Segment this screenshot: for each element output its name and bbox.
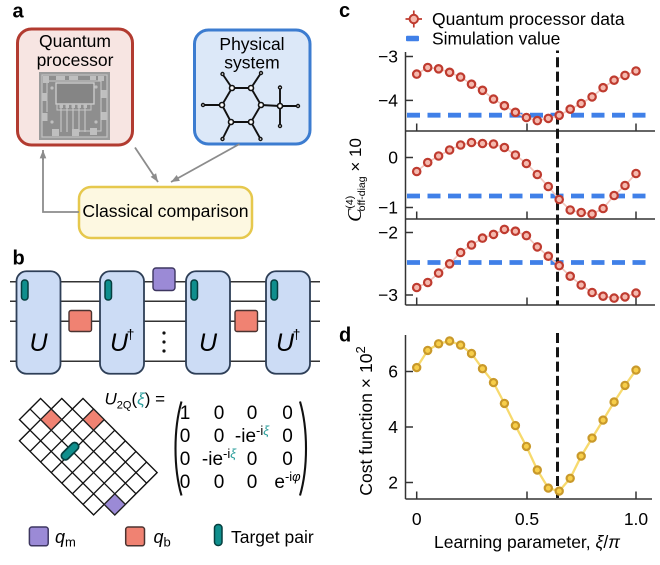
svg-text:0: 0	[282, 426, 293, 447]
svg-text:−1: −1	[378, 198, 398, 218]
svg-text:U: U	[199, 329, 218, 357]
svg-text:Classical comparison: Classical comparison	[82, 201, 248, 221]
svg-text:0: 0	[388, 148, 398, 168]
svg-text:4: 4	[388, 417, 398, 437]
svg-text:processor: processor	[37, 50, 114, 70]
svg-text:1: 1	[180, 403, 191, 424]
svg-text:Quantum: Quantum	[39, 31, 111, 51]
svg-text:Target pair: Target pair	[231, 527, 314, 547]
svg-text:0: 0	[247, 403, 258, 424]
svg-text:−2: −2	[378, 223, 398, 243]
svg-text:0: 0	[412, 509, 422, 529]
svg-text:Simulation value: Simulation value	[432, 29, 560, 49]
svg-text:d: d	[339, 324, 351, 346]
svg-text:0: 0	[214, 403, 225, 424]
svg-text:system: system	[224, 53, 279, 73]
svg-text:0: 0	[282, 449, 293, 470]
svg-text:0: 0	[180, 426, 191, 447]
svg-text:0: 0	[180, 472, 191, 493]
svg-text:U2Q(ξ) =: U2Q(ξ) =	[105, 390, 166, 412]
svg-text:0: 0	[180, 449, 191, 470]
svg-text:Cost function × 102: Cost function × 102	[353, 346, 376, 496]
svg-text:0: 0	[214, 426, 225, 447]
svg-text:−4: −4	[378, 91, 398, 111]
svg-text:6: 6	[388, 362, 398, 382]
svg-text:1.0: 1.0	[624, 509, 649, 529]
svg-text:Physical: Physical	[219, 34, 284, 54]
svg-text:2: 2	[388, 473, 398, 493]
svg-text:0: 0	[282, 403, 293, 424]
svg-text:C(4)off-diag × 10: C(4)off-diag × 10	[344, 138, 368, 222]
svg-text:U: U	[29, 329, 48, 357]
svg-text:−3: −3	[378, 47, 398, 67]
svg-text:c: c	[339, 0, 350, 22]
svg-text:b: b	[13, 248, 25, 270]
svg-text:0.5: 0.5	[515, 509, 539, 529]
svg-text:†: †	[293, 326, 301, 342]
svg-text:U: U	[110, 329, 129, 357]
svg-text:a: a	[13, 1, 25, 23]
svg-text:Learning parameter, ξ/π: Learning parameter, ξ/π	[434, 532, 620, 552]
svg-text:0: 0	[247, 472, 258, 493]
svg-text:Quantum processor data: Quantum processor data	[432, 9, 625, 29]
svg-text:U: U	[276, 329, 295, 357]
svg-text:†: †	[127, 326, 135, 342]
svg-text:−3: −3	[378, 285, 398, 305]
svg-text:0: 0	[214, 472, 225, 493]
svg-text:0: 0	[247, 449, 258, 470]
